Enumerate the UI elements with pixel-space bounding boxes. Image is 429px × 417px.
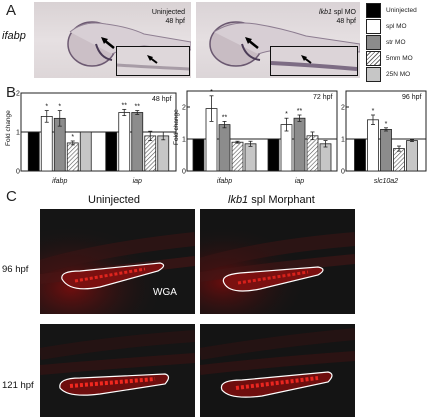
bar-1-1-1 — [280, 124, 293, 172]
y-axis-label-1: Fold change — [173, 109, 180, 145]
panel-c-label: C — [6, 188, 17, 205]
y-tick-label-2-0: 0 — [341, 169, 345, 176]
sig-marker-1-1-2: ** — [297, 108, 303, 115]
fluor-uninjected-121hpf — [40, 324, 195, 417]
micrograph-lkb1-48hpf: lkb1 spl MO 48 hpf — [196, 2, 360, 78]
bar-1-0-2 — [218, 124, 231, 172]
legend: Uninjected spl MO str MO 5mm MO 25N MO — [366, 3, 428, 83]
legend-item-str: str MO — [366, 35, 406, 50]
right-image-line1: lkb1 spl MO — [319, 8, 356, 17]
x-category-label-1-1: iap — [295, 178, 304, 185]
left-image-line2: 48 hpf — [165, 18, 185, 25]
right-image-line2: 48 hpf — [336, 18, 356, 25]
bar-0-1-4 — [157, 135, 170, 172]
bar-2-0-0 — [354, 138, 366, 172]
legend-label-5mm: 5mm MO — [386, 55, 413, 62]
sig-marker-0-0-1: * — [45, 104, 48, 111]
fluor-uninjected-96hpf: WGA — [40, 209, 195, 314]
chart-frame-1 — [186, 90, 338, 172]
bar-0-0-0 — [27, 131, 40, 172]
row-label-96hpf: 96 hpf — [2, 264, 29, 275]
bar-0-1-2 — [131, 112, 144, 172]
y-tick-label-2-1: 1 — [341, 137, 345, 144]
y-tick-label-1-1: 1 — [182, 137, 186, 144]
legend-swatch-uninjected — [366, 3, 381, 18]
left-image-caption: Uninjected 48 hpf — [152, 8, 185, 26]
bar-0-1-0 — [105, 131, 118, 172]
sig-marker-0-0-2: * — [58, 104, 61, 111]
sig-marker-1-1-1: * — [285, 111, 288, 118]
bar-0-1-3 — [144, 135, 157, 172]
x-category-label-0-1: iap — [133, 178, 142, 185]
x-category-label-1-0: ifabp — [217, 178, 232, 185]
sig-marker-1-0-1: * — [210, 89, 213, 96]
row-label-121hpf: 121 hpf — [2, 380, 34, 391]
x-category-label-0-0: ifabp — [52, 178, 67, 185]
bar-0-0-3 — [66, 142, 79, 172]
inset-right — [270, 46, 358, 76]
bar-1-0-4 — [244, 143, 257, 172]
legend-label-uninjected: Uninjected — [386, 7, 417, 14]
inset-left — [116, 46, 190, 76]
chart-title-0: 48 hpf — [152, 96, 172, 103]
legend-item-5mm: 5mm MO — [366, 51, 413, 66]
bar-2-0-2 — [380, 129, 392, 172]
legend-label-spl: spl MO — [386, 23, 407, 30]
col-title-rest: spl Morphant — [248, 194, 315, 206]
y-tick-label-2-2: 2 — [341, 105, 345, 112]
panel-b-label: B — [6, 84, 17, 101]
legend-item-spl: spl MO — [366, 19, 407, 34]
bar-2-0-1 — [367, 119, 379, 172]
legend-swatch-5mm — [366, 51, 381, 66]
col-title-uninjected: Uninjected — [88, 194, 140, 206]
sig-marker-1-0-2: ** — [222, 114, 228, 121]
legend-label-str: str MO — [386, 39, 406, 46]
panel-a-label: A — [6, 2, 17, 19]
micrograph-uninjected-48hpf: Uninjected 48 hpf — [34, 2, 191, 78]
bar-2-0-3 — [393, 148, 405, 172]
right-image-mo: spl MO — [331, 9, 356, 16]
fluor-morphant-96hpf — [200, 209, 355, 314]
legend-swatch-25n — [366, 67, 381, 82]
x-category-label-2-0: slc10a2 — [374, 178, 398, 185]
bar-1-1-4 — [319, 143, 332, 172]
right-image-gene: lkb1 — [319, 9, 332, 16]
legend-label-25n: 25N MO — [386, 71, 411, 78]
fluor-morphant-121hpf — [200, 324, 355, 417]
legend-swatch-str — [366, 35, 381, 50]
y-tick-label-0-0: 0 — [16, 169, 20, 176]
y-axis-label-0: Fold change — [5, 110, 12, 146]
ifabp-side-label: ifabp — [2, 30, 26, 42]
sig-marker-2-0-2: * — [385, 121, 388, 128]
y-tick-label-1-0: 0 — [182, 169, 186, 176]
col-title-gene: lkb1 — [228, 194, 249, 206]
bar-1-0-0 — [192, 138, 205, 172]
bar-0-1-1 — [118, 112, 131, 172]
col-title-morphant: lkb1 spl Morphant — [228, 194, 315, 206]
bar-1-1-3 — [306, 135, 319, 172]
bar-0-0-4 — [79, 131, 92, 172]
y-tick-label-1-2: 2 — [182, 105, 186, 112]
chart-title-2: 96 hpf — [402, 94, 422, 101]
sig-marker-0-1-2: ** — [135, 104, 141, 111]
chart-title-1: 72 hpf — [313, 94, 333, 101]
bar-1-1-0 — [267, 138, 280, 172]
legend-swatch-spl — [366, 19, 381, 34]
sig-marker-0-1-1: ** — [122, 102, 128, 109]
bar-0-0-1 — [40, 115, 53, 172]
bar-1-0-3 — [231, 141, 244, 172]
legend-item-25n: 25N MO — [366, 67, 410, 82]
left-image-line1: Uninjected — [151, 9, 185, 16]
y-tick-label-0-2: 2 — [16, 91, 20, 98]
wga-label: WGA — [153, 287, 177, 298]
sig-marker-2-0-1: * — [372, 108, 375, 115]
sig-marker-0-0-3: * — [71, 134, 74, 141]
y-tick-label-0-1: 1 — [16, 130, 20, 137]
bar-2-0-4 — [406, 140, 418, 172]
legend-item-uninjected: Uninjected — [366, 3, 417, 18]
right-image-caption: lkb1 spl MO 48 hpf — [319, 8, 356, 26]
bar-1-1-2 — [293, 117, 306, 172]
